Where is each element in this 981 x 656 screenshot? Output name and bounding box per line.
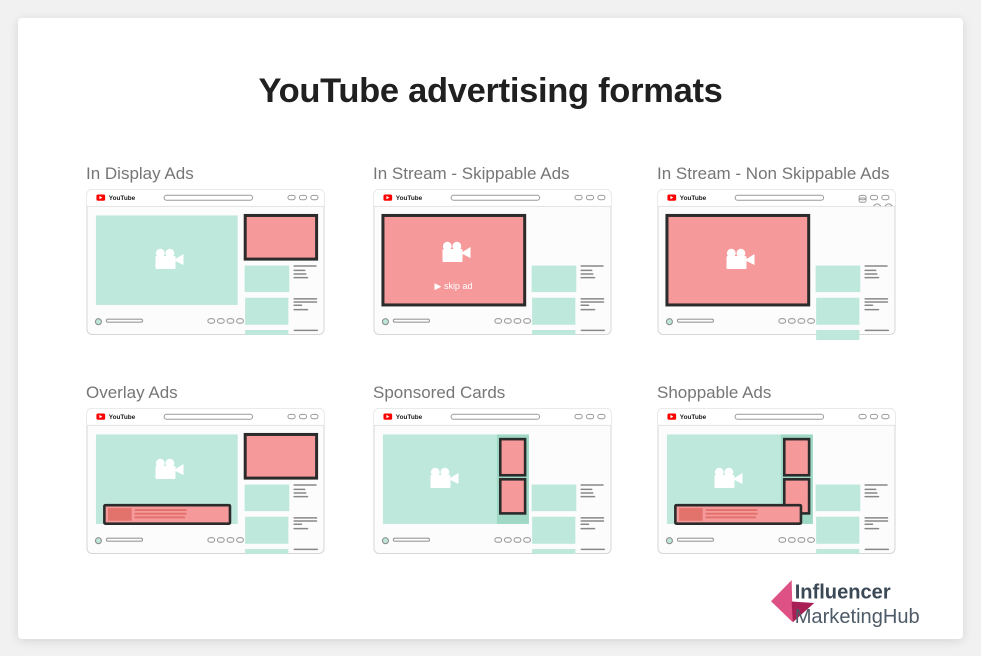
svg-text:Influencer: Influencer <box>795 581 891 603</box>
svg-text:▶ skip ad: ▶ skip ad <box>435 281 473 291</box>
svg-text:MarketingHub: MarketingHub <box>795 606 920 628</box>
